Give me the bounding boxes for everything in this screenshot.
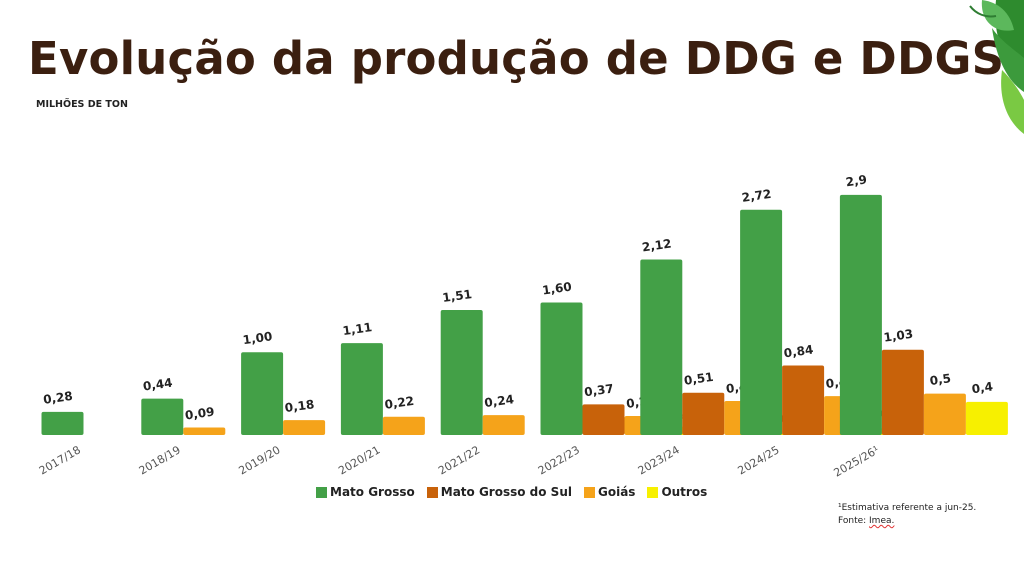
x-tick-label-2024-25: 2024/25 (736, 443, 782, 477)
bar-outros-2025-26 (965, 401, 1008, 435)
data-label-goias-2019-20: 0,18 (284, 397, 315, 415)
legend-item-mato-grosso: Mato Grosso (316, 485, 415, 499)
x-tick-label-2019-20: 2019/20 (237, 443, 283, 477)
bar-mato-grosso-2022-23 (540, 302, 583, 435)
x-tick-label-2018-19: 2018/19 (137, 443, 183, 477)
chart-legend: Mato Grosso Mato Grosso do Sul Goiás Out… (316, 485, 719, 499)
x-tick-label-2023-24: 2023/24 (636, 443, 682, 477)
legend-item-mato-grosso-do-sul: Mato Grosso do Sul (426, 485, 572, 499)
data-label-mato-grosso-do-sul-2022-23: 0,37 (583, 381, 614, 399)
legend-swatch-outros (647, 486, 659, 498)
bar-mato-grosso-do-sul-2024-25 (782, 365, 825, 435)
bar-mato-grosso-2024-25 (740, 209, 783, 435)
data-label-goias-2021-22: 0,24 (484, 392, 515, 410)
x-tick-label-2020-21: 2020/21 (336, 443, 382, 477)
leaves-decoration-icon (969, 0, 1024, 134)
data-label-mato-grosso-do-sul-2025-26: 1,03 (883, 327, 914, 345)
x-tick-label-2022-23: 2022/23 (536, 443, 582, 477)
footnote: ¹Estimativa referente a jun-25. Fonte: I… (838, 502, 976, 528)
data-label-mato-grosso-2022-23: 1,60 (541, 280, 572, 298)
source-name: Imea. (869, 516, 895, 526)
data-label-mato-grosso-2023-24: 2,12 (641, 237, 672, 255)
bar-chart: 0,28 2017/18 0,44 0,09 2018/19 1,00 0,18 2019/2… (37, 173, 1008, 480)
data-label-mato-grosso-2019-20: 1,00 (242, 329, 273, 347)
legend-swatch-goias (583, 486, 595, 498)
page-title: Evolução da produção de DDG e DDGS (28, 32, 1005, 85)
bar-mato-grosso-do-sul-2025-26 (881, 349, 924, 435)
data-label-mato-grosso-2017-18: 0,28 (42, 389, 73, 407)
bar-mato-grosso-2025-26 (839, 194, 882, 435)
data-label-mato-grosso-2018-19: 0,44 (142, 376, 173, 394)
bar-mato-grosso-2023-24 (640, 259, 683, 435)
data-label-mato-grosso-2025-26: 2,9 (845, 173, 868, 190)
data-label-goias-2025-26: 0,5 (929, 371, 952, 388)
bar-mato-grosso-do-sul-2023-24 (682, 392, 725, 435)
x-tick-label-2017-18: 2017/18 (37, 443, 83, 477)
bar-mato-grosso-2018-19 (141, 398, 184, 435)
data-label-mato-grosso-do-sul-2024-25: 0,84 (783, 342, 814, 360)
legend-swatch-mato-grosso-do-sul (426, 486, 438, 498)
legend-label-mato-grosso-do-sul: Mato Grosso do Sul (440, 485, 572, 499)
bar-mato-grosso-2021-22 (440, 309, 483, 435)
data-label-goias-2020-21: 0,22 (384, 394, 415, 412)
legend-label-goias: Goiás (597, 485, 636, 499)
data-label-goias-2018-19: 0,09 (184, 405, 215, 423)
data-label-outros-2025-26: 0,4 (971, 380, 994, 397)
legend-swatch-mato-grosso (316, 486, 327, 498)
footnote-source: Fonte: Imea. (838, 515, 976, 528)
y-axis-unit-label: MILHÕES DE TON (36, 99, 128, 110)
data-label-mato-grosso-2020-21: 1,11 (342, 320, 373, 338)
bar-mato-grosso-do-sul-2022-23 (582, 404, 625, 435)
bar-goias-2021-22 (482, 415, 525, 435)
bar-goias-2018-19 (183, 427, 226, 435)
legend-label-outros: Outros (661, 485, 708, 499)
x-tick-label-2025-26: 2025/26¹ (832, 443, 882, 479)
legend-item-goias: Goiás (583, 485, 636, 499)
bar-mato-grosso-2017-18 (41, 411, 84, 435)
legend-label-mato-grosso: Mato Grosso (330, 485, 415, 499)
bar-goias-2019-20 (283, 420, 326, 435)
data-label-mato-grosso-2021-22: 1,51 (442, 287, 473, 305)
x-tick-label-2021-22: 2021/22 (436, 443, 482, 477)
bar-mato-grosso-2019-20 (241, 352, 284, 435)
footnote-estimate: ¹Estimativa referente a jun-25. (838, 503, 977, 513)
bar-goias-2025-26 (923, 393, 966, 435)
legend-item-outros: Outros (647, 485, 707, 499)
data-label-mato-grosso-2024-25: 2,72 (741, 187, 772, 205)
bar-goias-2020-21 (382, 416, 425, 435)
data-label-mato-grosso-do-sul-2023-24: 0,51 (683, 370, 714, 388)
source-prefix: Fonte: (838, 516, 870, 526)
bar-mato-grosso-2020-21 (340, 343, 383, 435)
